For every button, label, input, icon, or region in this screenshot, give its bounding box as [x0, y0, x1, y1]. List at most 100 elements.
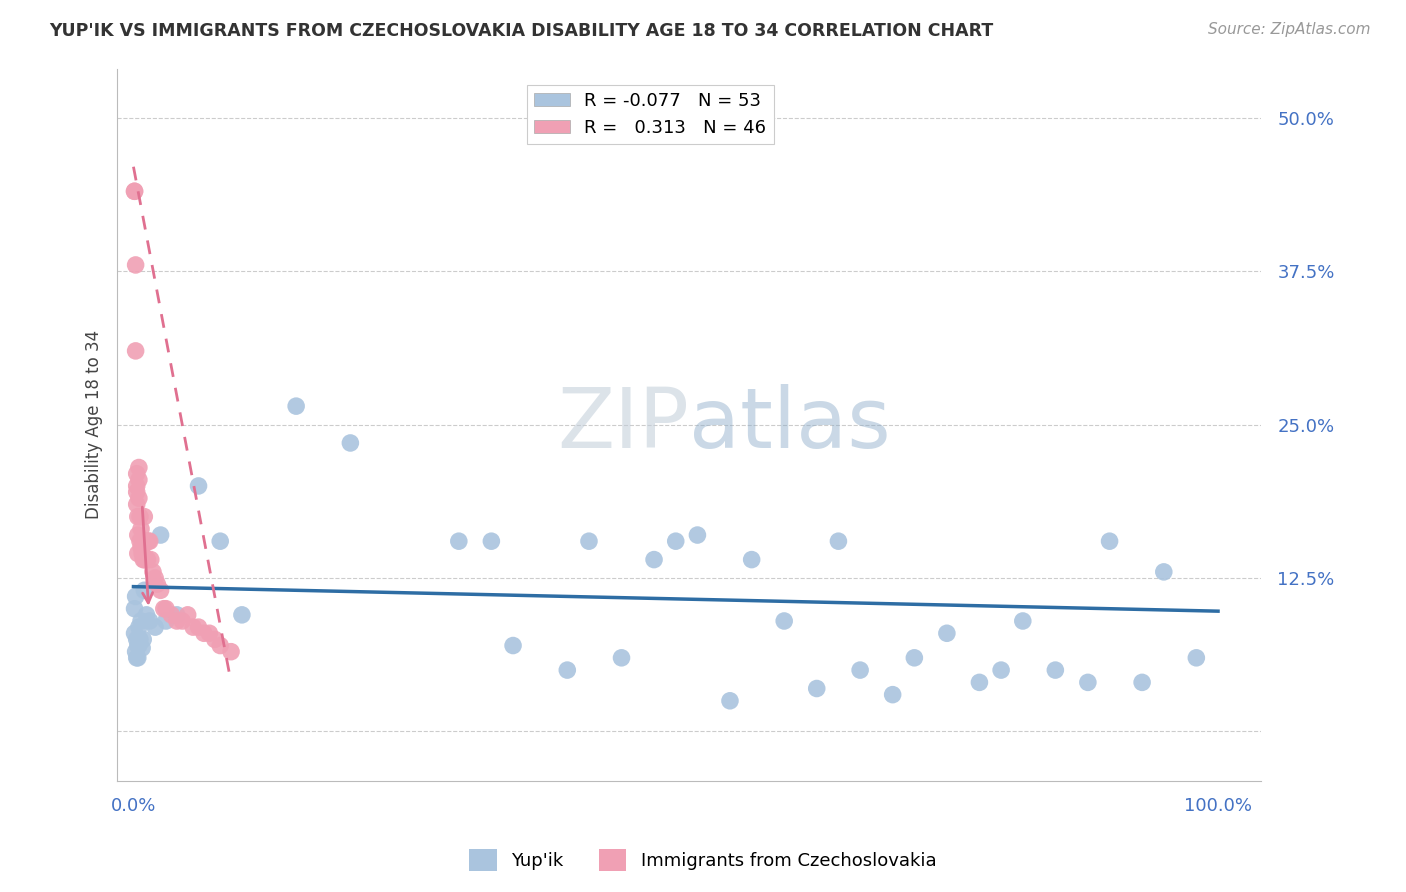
Point	[806, 681, 828, 696]
Point	[138, 534, 160, 549]
Point	[1077, 675, 1099, 690]
Point	[741, 552, 763, 566]
Point	[187, 620, 209, 634]
Point	[125, 479, 148, 493]
Point	[903, 650, 925, 665]
Point	[134, 552, 156, 566]
Point	[176, 607, 198, 622]
Point	[502, 639, 524, 653]
Point	[231, 607, 253, 622]
Point	[209, 639, 232, 653]
Point	[142, 565, 165, 579]
Point	[124, 184, 146, 198]
Point	[138, 614, 160, 628]
Point	[124, 645, 146, 659]
Point	[285, 399, 308, 413]
Legend: Yup'ik, Immigrants from Czechoslovakia: Yup'ik, Immigrants from Czechoslovakia	[463, 842, 943, 879]
Point	[155, 601, 177, 615]
Point	[129, 509, 152, 524]
Point	[129, 522, 152, 536]
Point	[610, 650, 633, 665]
Point	[447, 534, 470, 549]
Point	[124, 258, 146, 272]
Point	[125, 632, 148, 647]
Point	[665, 534, 688, 549]
Point	[555, 663, 578, 677]
Point	[935, 626, 957, 640]
Point	[882, 688, 904, 702]
Point	[479, 534, 502, 549]
Point	[134, 509, 156, 524]
Point	[166, 607, 188, 622]
Point	[125, 497, 148, 511]
Point	[160, 607, 183, 622]
Point	[143, 620, 166, 634]
Point	[132, 632, 155, 647]
Point	[134, 583, 156, 598]
Point	[209, 534, 232, 549]
Point	[127, 639, 149, 653]
Point	[127, 546, 149, 560]
Point	[127, 509, 149, 524]
Point	[643, 552, 665, 566]
Point	[129, 614, 152, 628]
Point	[1185, 650, 1208, 665]
Point	[124, 601, 146, 615]
Point	[1098, 534, 1121, 549]
Point	[128, 491, 150, 506]
Point	[128, 460, 150, 475]
Point	[187, 479, 209, 493]
Point	[198, 626, 221, 640]
Point	[149, 583, 172, 598]
Point	[134, 552, 156, 566]
Point	[718, 694, 741, 708]
Point	[124, 590, 146, 604]
Point	[132, 552, 155, 566]
Point	[129, 632, 152, 647]
Point	[127, 650, 149, 665]
Point	[143, 571, 166, 585]
Point	[138, 534, 160, 549]
Point	[135, 607, 157, 622]
Point	[339, 436, 361, 450]
Point	[849, 663, 872, 677]
Point	[125, 650, 148, 665]
Point	[139, 552, 162, 566]
Point	[127, 528, 149, 542]
Point	[153, 601, 176, 615]
Point	[827, 534, 849, 549]
Point	[773, 614, 796, 628]
Point	[969, 675, 991, 690]
Point	[136, 552, 159, 566]
Y-axis label: Disability Age 18 to 34: Disability Age 18 to 34	[86, 330, 103, 519]
Point	[128, 620, 150, 634]
Point	[149, 528, 172, 542]
Point	[124, 184, 146, 198]
Point	[990, 663, 1012, 677]
Point	[1153, 565, 1175, 579]
Point	[172, 614, 194, 628]
Text: atlas: atlas	[689, 384, 891, 465]
Point	[219, 645, 242, 659]
Point	[124, 626, 146, 640]
Point	[131, 640, 153, 655]
Point	[166, 614, 188, 628]
Point	[129, 541, 152, 555]
Point	[124, 343, 146, 358]
Point	[128, 639, 150, 653]
Legend: R = -0.077   N = 53, R =   0.313   N = 46: R = -0.077 N = 53, R = 0.313 N = 46	[527, 85, 773, 145]
Point	[129, 534, 152, 549]
Point	[146, 577, 169, 591]
Point	[1045, 663, 1067, 677]
Point	[686, 528, 709, 542]
Point	[155, 614, 177, 628]
Text: ZIP: ZIP	[557, 384, 689, 465]
Point	[131, 546, 153, 560]
Point	[125, 467, 148, 481]
Point	[1130, 675, 1153, 690]
Point	[193, 626, 215, 640]
Point	[1011, 614, 1033, 628]
Point	[128, 473, 150, 487]
Point	[181, 620, 204, 634]
Point	[135, 534, 157, 549]
